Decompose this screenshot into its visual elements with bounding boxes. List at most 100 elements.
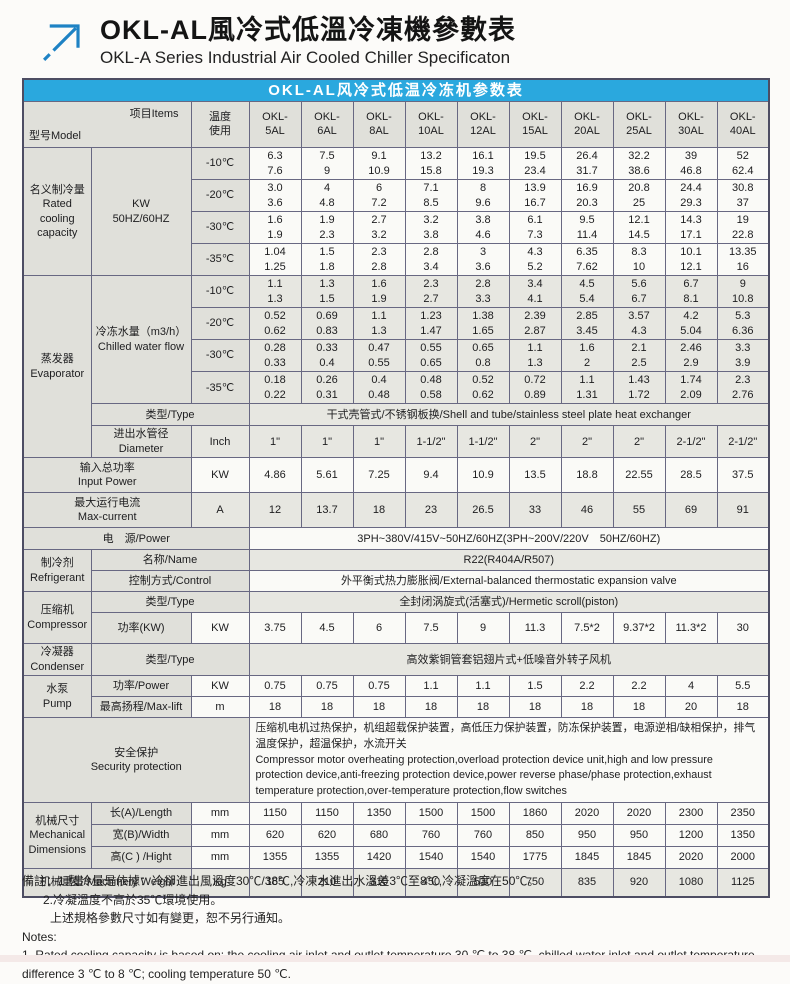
value-cell: 2020 bbox=[560, 802, 614, 825]
value-cell: 2.39 2.87 bbox=[508, 307, 562, 341]
value-cell: 0.72 0.89 bbox=[508, 371, 562, 405]
model-header: OKL- 40AL bbox=[716, 100, 770, 149]
page-subtitle: OKL-A Series Industrial Air Cooled Chill… bbox=[100, 48, 511, 67]
table-row: 水泵 Pump 功率/Power KW 0.75 0.75 0.75 1.1 1.1 1.… bbox=[22, 675, 770, 719]
value-cell: 1.43 1.72 bbox=[612, 371, 666, 405]
value-cell: 2-1/2" bbox=[716, 425, 770, 459]
value-cell: 0.33 0.4 bbox=[300, 339, 354, 373]
value-cell: 1.3 1.5 bbox=[300, 275, 354, 309]
value-cell: 16.9 20.3 bbox=[560, 179, 614, 213]
table-row: 制冷剂 Refrigerant 名称/Name R22(R404A/R507) bbox=[22, 549, 770, 593]
value-cell: 620 bbox=[300, 824, 354, 847]
category-cell: 制冷剂 Refrigerant bbox=[22, 549, 92, 593]
value-cell: 1350 bbox=[716, 824, 770, 847]
value-cell: 3.75 bbox=[248, 612, 302, 645]
value-cell: 1" bbox=[352, 425, 406, 459]
value-cell: 18 bbox=[352, 492, 406, 529]
value-cell: 4.86 bbox=[248, 457, 302, 494]
model-header: OKL- 5AL bbox=[248, 100, 302, 149]
value-cell: 20 bbox=[664, 696, 718, 719]
value-cell: 4 bbox=[664, 675, 718, 698]
value-cell: 0.75 bbox=[248, 675, 302, 698]
value-cell: 2.3 2.7 bbox=[404, 275, 458, 309]
value-cell: 12.1 14.5 bbox=[612, 211, 666, 245]
value-cell: 18 bbox=[456, 696, 510, 719]
table-row: 宽(B)/Width mm 620 620 680 760 760 850 950 950 12… bbox=[23, 824, 770, 847]
value-cell: 6.1 7.3 bbox=[508, 211, 562, 245]
value-cell: 4 4.8 bbox=[300, 179, 354, 213]
table-row: -35℃ 1.04 1.25 1.5 1.8 2.3 2.8 2.8 3.4 3 3.6… bbox=[23, 243, 770, 277]
value-cell: 0.65 0.8 bbox=[456, 339, 510, 373]
value-cell: 55 bbox=[612, 492, 666, 529]
page-bottom-strip bbox=[0, 955, 790, 962]
value-cell: 13.7 bbox=[300, 492, 354, 529]
item-cell: 类型/Type bbox=[90, 643, 250, 677]
notes-heading: Notes: bbox=[22, 929, 57, 944]
value-cell: 13.9 16.7 bbox=[508, 179, 562, 213]
value-cell: 1.1 bbox=[456, 675, 510, 698]
value-cell: 1.9 2.3 bbox=[300, 211, 354, 245]
security-text-zh: 压缩机电机过热保护，机组超载保护装置，高低压力保护装置，防冻保护装置，电源逆相/… bbox=[255, 722, 756, 750]
temp-cell: -35℃ bbox=[190, 243, 250, 277]
table-row: 功率(KW) KW 3.75 4.5 6 7.5 9 11.3 7.5*2 9.37*2 11.… bbox=[23, 612, 770, 645]
value-cell: 310 bbox=[352, 868, 406, 897]
value-cell: 2.3 2.8 bbox=[352, 243, 406, 277]
value-cell: 9.5 11.4 bbox=[560, 211, 614, 245]
value-cell: 10.9 bbox=[456, 457, 510, 494]
item-cell: 类型/Type bbox=[90, 403, 250, 427]
value-cell: 1845 bbox=[560, 846, 614, 869]
value-cell: 13.5 bbox=[508, 457, 562, 494]
value-cell: 2000 bbox=[716, 846, 770, 869]
table-row: 安全保护 Security protection 压缩机电机过热保护，机组超载保… bbox=[22, 717, 770, 803]
value-cell: 0.48 0.58 bbox=[404, 371, 458, 405]
value-cell: 7.5 9 bbox=[300, 147, 354, 181]
value-cell: 3.0 3.6 bbox=[248, 179, 302, 213]
model-header: OKL- 20AL bbox=[560, 100, 614, 149]
value-cell: 全封闭涡旋式(活塞式)/Hermetic scroll(piston) bbox=[248, 591, 770, 614]
value-cell: 20.8 25 bbox=[612, 179, 666, 213]
value-cell: 16.1 19.3 bbox=[456, 147, 510, 181]
value-cell: 33 bbox=[508, 492, 562, 529]
value-cell: 1845 bbox=[612, 846, 666, 869]
value-cell: 3PH~380V/415V~50HZ/60HZ(3PH~200V/220V 50… bbox=[248, 527, 770, 551]
value-cell: 11.3*2 bbox=[664, 612, 718, 645]
value-cell: 2.46 2.9 bbox=[664, 339, 718, 373]
value-cell: 3.4 4.1 bbox=[508, 275, 562, 309]
value-cell: 1.5 bbox=[508, 675, 562, 698]
value-cell: 26.4 31.7 bbox=[560, 147, 614, 181]
unit-cell: KW bbox=[190, 457, 250, 494]
item-cell: 冷冻水量（m3/h） Chilled water flow bbox=[90, 275, 192, 405]
category-cell: 压缩机 Compressor bbox=[22, 591, 92, 645]
value-cell: 13.2 15.8 bbox=[404, 147, 458, 181]
value-cell: 1500 bbox=[456, 802, 510, 825]
table-row: 冷凝器 Condenser 类型/Type 高效紫铜管套铝翅片式+低噪音外转子风… bbox=[22, 643, 770, 677]
value-cell: 4.3 5.2 bbox=[508, 243, 562, 277]
unit-cell: mm bbox=[190, 824, 250, 847]
value-cell: 0.52 0.62 bbox=[248, 307, 302, 341]
value-cell: 2" bbox=[612, 425, 666, 459]
value-cell: 1125 bbox=[716, 868, 770, 897]
value-cell: 19 22.8 bbox=[716, 211, 770, 245]
value-cell: 950 bbox=[560, 824, 614, 847]
value-cell: 1.1 1.3 bbox=[352, 307, 406, 341]
category-cell: 机械尺寸 Mechanical Dimensions bbox=[22, 802, 92, 869]
value-cell: 0.26 0.31 bbox=[300, 371, 354, 405]
value-cell: 18 bbox=[612, 696, 666, 719]
value-cell: 5.61 bbox=[300, 457, 354, 494]
value-cell: 1" bbox=[300, 425, 354, 459]
value-cell: 1860 bbox=[508, 802, 562, 825]
category-cell: 安全保护 Security protection bbox=[22, 717, 250, 803]
value-cell: 6.3 7.6 bbox=[248, 147, 302, 181]
value-cell: 0.55 0.65 bbox=[404, 339, 458, 373]
model-header: OKL- 25AL bbox=[612, 100, 666, 149]
value-cell: 850 bbox=[508, 824, 562, 847]
value-cell: 8 9.6 bbox=[456, 179, 510, 213]
note-en-1: 1. Rated cooling capacity is based on: t… bbox=[22, 948, 755, 981]
value-cell: 2.2 bbox=[560, 675, 614, 698]
value-cell: 920 bbox=[612, 868, 666, 897]
table-row: 机械重量/Machinery Weight Kg 165 210 310 450 530… bbox=[22, 868, 770, 897]
model-header: OKL- 6AL bbox=[300, 100, 354, 149]
unit-cell: KW bbox=[190, 612, 250, 645]
value-cell: 18 bbox=[404, 696, 458, 719]
value-cell: 620 bbox=[248, 824, 302, 847]
